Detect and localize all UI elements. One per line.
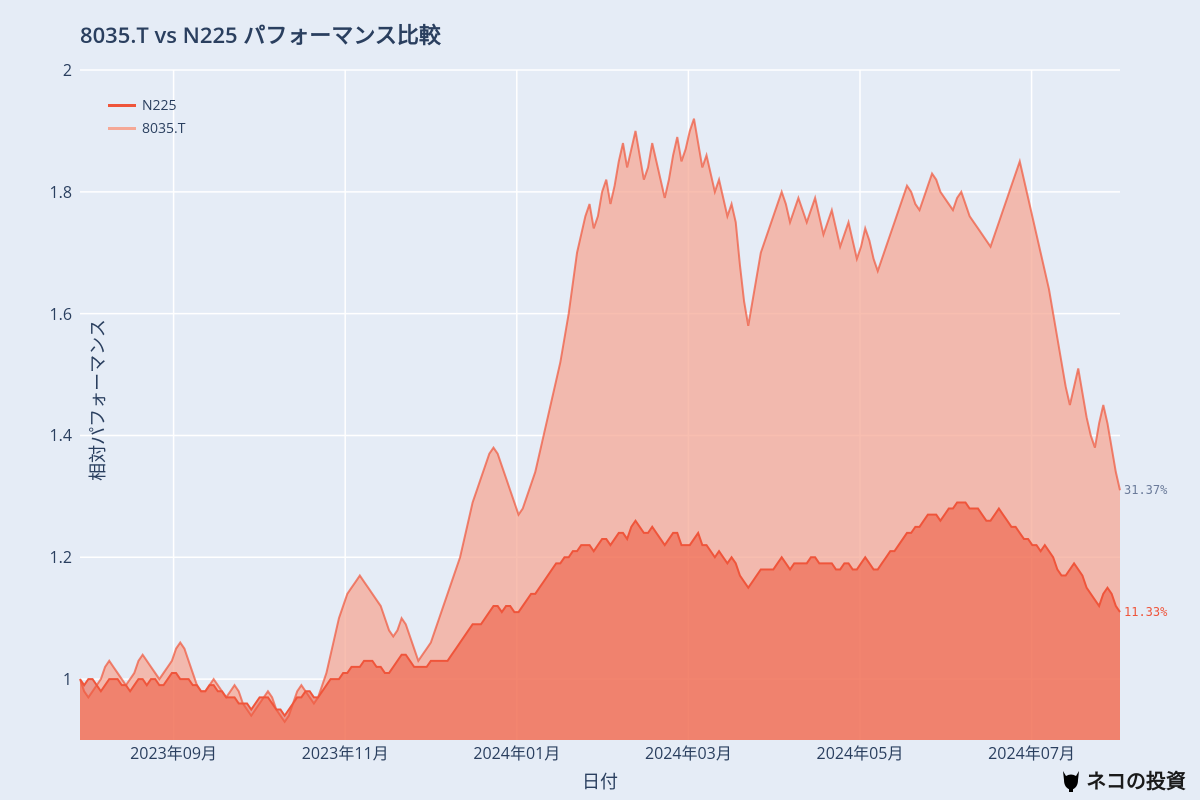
legend-swatch <box>108 127 136 130</box>
legend-item-n225: N225 <box>108 96 185 115</box>
watermark: ネコの投資 <box>1060 765 1186 794</box>
x-tick-label: 2023年09月 <box>130 740 217 764</box>
x-tick-label: 2023年11月 <box>302 740 389 764</box>
y-tick-label: 2 <box>12 62 72 78</box>
series-end-label: 31.37% <box>1124 483 1167 497</box>
chart-title: 8035.T vs N225 パフォーマンス比較 <box>80 18 441 50</box>
legend-swatch <box>108 104 136 107</box>
legend-item-8035t: 8035.T <box>108 119 185 138</box>
y-tick-label: 1.4 <box>12 427 72 443</box>
chart-plot <box>80 70 1120 740</box>
chart-legend: N225 8035.T <box>108 96 185 142</box>
x-tick-label: 2024年05月 <box>817 740 904 764</box>
x-axis-label: 日付 <box>582 768 618 794</box>
series-end-label: 11.33% <box>1124 605 1167 619</box>
x-tick-label: 2024年01月 <box>473 740 560 764</box>
y-tick-label: 1.2 <box>12 549 72 565</box>
x-tick-label: 2024年03月 <box>645 740 732 764</box>
watermark-text: ネコの投資 <box>1086 765 1186 794</box>
legend-label: 8035.T <box>142 119 185 138</box>
y-tick-label: 1 <box>12 671 72 687</box>
y-tick-label: 1.6 <box>12 306 72 322</box>
y-tick-label: 1.8 <box>12 184 72 200</box>
x-tick-label: 2024年07月 <box>988 740 1075 764</box>
cat-icon <box>1060 768 1082 792</box>
legend-label: N225 <box>142 96 177 115</box>
